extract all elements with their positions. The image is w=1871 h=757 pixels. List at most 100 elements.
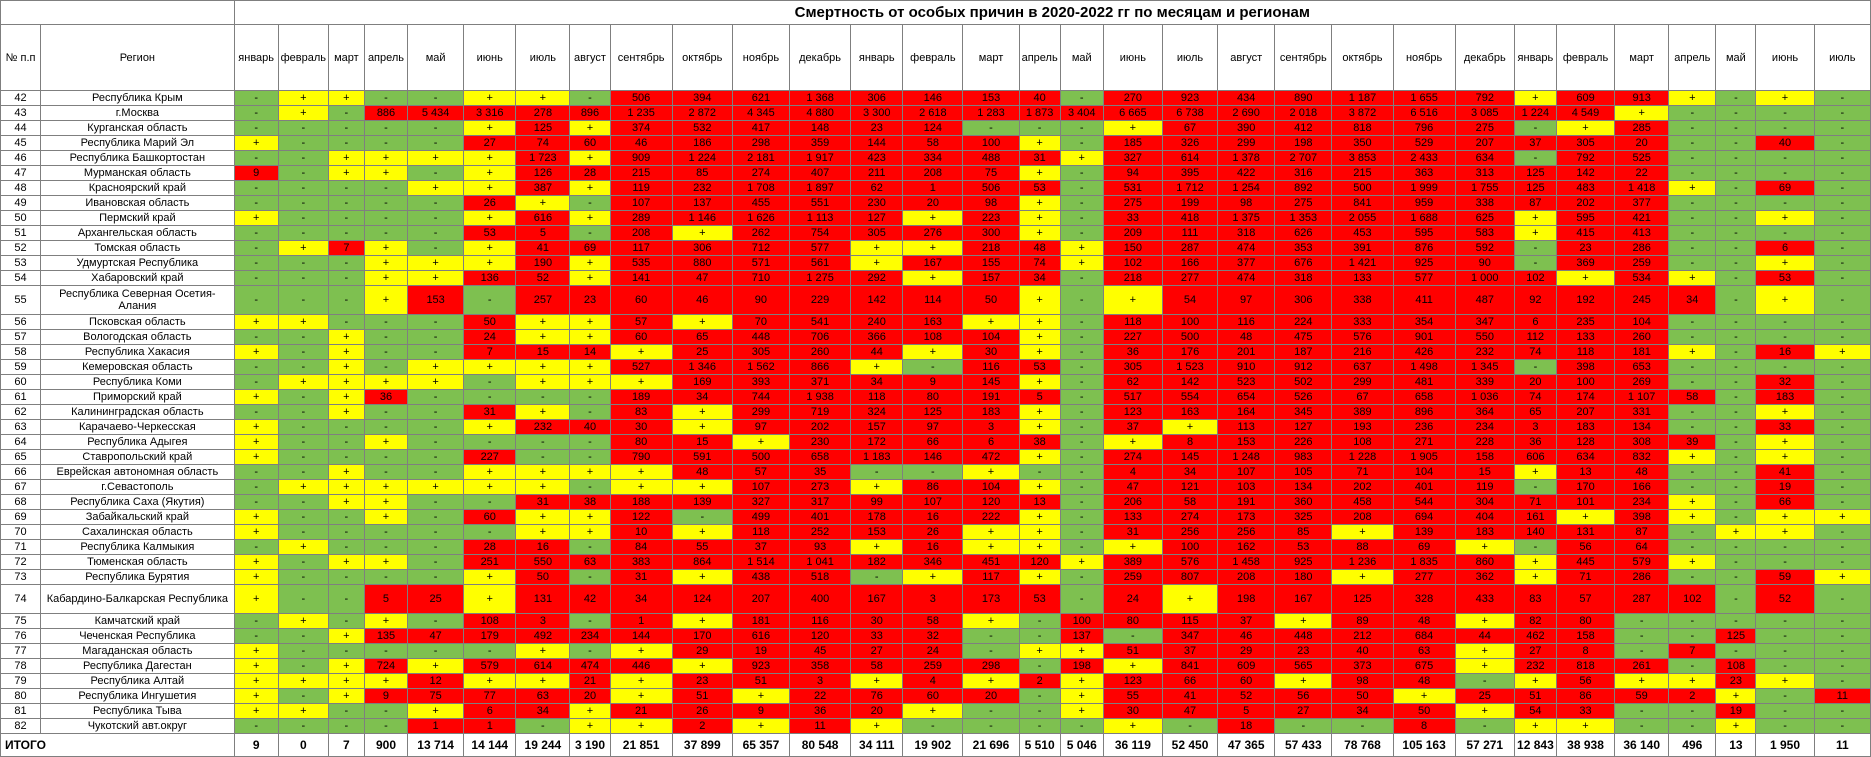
- data-cell: -: [1059, 90, 1104, 106]
- data-cell: 292: [850, 270, 904, 286]
- data-cell: +: [515, 464, 571, 480]
- data-cell: 3 316: [463, 105, 517, 121]
- data-cell: 30: [1102, 703, 1163, 719]
- data-cell: -: [1715, 643, 1757, 659]
- row-number: 63: [0, 419, 42, 435]
- data-cell: 364: [1454, 404, 1515, 420]
- data-cell: 142: [850, 285, 904, 315]
- data-cell: 377: [1614, 195, 1670, 211]
- data-cell: 261: [1614, 658, 1670, 674]
- data-cell: 33: [850, 628, 904, 644]
- data-cell: 23: [569, 285, 611, 315]
- data-cell: -: [277, 150, 329, 166]
- row-number: 59: [0, 359, 42, 375]
- data-cell: 880: [671, 255, 733, 271]
- data-cell: -: [1018, 703, 1061, 719]
- data-cell: 185: [1102, 135, 1163, 151]
- row-region: Республика Крым: [40, 90, 235, 106]
- data-cell: 318: [1274, 270, 1333, 286]
- data-cell: 234: [569, 628, 611, 644]
- data-cell: 1 873: [1018, 105, 1061, 121]
- data-cell: -: [1813, 135, 1871, 151]
- data-cell: 274: [1161, 509, 1219, 525]
- data-cell: 211: [850, 165, 904, 181]
- data-cell: -: [463, 524, 517, 540]
- data-cell: +: [1454, 643, 1515, 659]
- data-cell: -: [327, 524, 365, 540]
- data-cell: 455: [731, 195, 791, 211]
- data-cell: +: [1715, 524, 1757, 540]
- data-cell: 116: [1217, 314, 1276, 330]
- data-cell: 207: [1454, 135, 1515, 151]
- row-region: Курганская область: [40, 120, 235, 136]
- data-cell: -: [1059, 344, 1104, 360]
- data-cell: 181: [1614, 344, 1670, 360]
- data-cell: +: [1018, 419, 1061, 435]
- data-cell: 57: [609, 314, 673, 330]
- data-cell: -: [1059, 225, 1104, 241]
- data-cell: 42: [569, 584, 611, 614]
- data-cell: 80: [609, 434, 673, 450]
- data-cell: 34: [609, 584, 673, 614]
- data-cell: 118: [850, 389, 904, 405]
- data-cell: -: [1059, 419, 1104, 435]
- data-cell: 198: [1274, 135, 1333, 151]
- row-region: г.Москва: [40, 105, 235, 121]
- data-cell: 377: [1217, 255, 1276, 271]
- data-cell: 339: [1454, 374, 1515, 390]
- row-number: 77: [0, 643, 42, 659]
- data-cell: 577: [788, 240, 852, 256]
- data-cell: 134: [1614, 419, 1670, 435]
- data-cell: +: [277, 703, 329, 719]
- data-cell: 3: [788, 673, 852, 689]
- data-cell: 925: [1274, 554, 1333, 570]
- total-cell: 52 450: [1161, 733, 1219, 757]
- data-cell: 306: [850, 90, 904, 106]
- data-cell: 53: [1274, 539, 1333, 555]
- row-region: Чеченская Республика: [40, 628, 235, 644]
- data-cell: -: [1513, 539, 1557, 555]
- data-cell: -: [569, 643, 611, 659]
- data-cell: 910: [1217, 359, 1276, 375]
- row-number: 44: [0, 120, 42, 136]
- data-cell: -: [1668, 165, 1717, 181]
- total-cell: 14 144: [463, 733, 517, 757]
- data-cell: -: [407, 464, 465, 480]
- data-cell: +: [1668, 509, 1717, 525]
- data-cell: -: [1668, 240, 1717, 256]
- data-cell: 123: [1102, 404, 1163, 420]
- data-cell: +: [363, 479, 409, 495]
- data-cell: 275: [1454, 120, 1515, 136]
- data-cell: 6: [1755, 240, 1815, 256]
- data-cell: 53: [1018, 180, 1061, 196]
- data-cell: 658: [1392, 389, 1456, 405]
- data-cell: 369: [1555, 255, 1616, 271]
- data-cell: 179: [463, 628, 517, 644]
- data-cell: -: [1668, 628, 1717, 644]
- data-cell: +: [1102, 434, 1163, 450]
- data-cell: -: [1059, 359, 1104, 375]
- data-cell: -: [407, 643, 465, 659]
- data-cell: -: [233, 270, 279, 286]
- data-cell: -: [1668, 718, 1717, 734]
- data-cell: +: [1755, 255, 1815, 271]
- data-cell: +: [902, 210, 964, 226]
- data-cell: 230: [850, 195, 904, 211]
- data-cell: +: [363, 613, 409, 629]
- data-cell: 1 041: [788, 554, 852, 570]
- data-cell: -: [850, 569, 904, 585]
- table-row: 63 Карачаево-Черкесская + - - - - +232 40 30 +97 20…: [0, 419, 1871, 435]
- data-cell: -: [1715, 344, 1757, 360]
- data-cell: -: [1715, 150, 1757, 166]
- data-cell: 1 146: [671, 210, 733, 226]
- data-cell: +: [569, 703, 611, 719]
- data-cell: 58: [850, 658, 904, 674]
- data-cell: 417: [731, 120, 791, 136]
- data-cell: -: [277, 509, 329, 525]
- data-cell: +: [1018, 374, 1061, 390]
- data-cell: 517: [1102, 389, 1163, 405]
- data-cell: +: [1454, 658, 1515, 674]
- data-cell: 561: [788, 255, 852, 271]
- data-cell: -: [1059, 135, 1104, 151]
- data-cell: +: [1755, 524, 1815, 540]
